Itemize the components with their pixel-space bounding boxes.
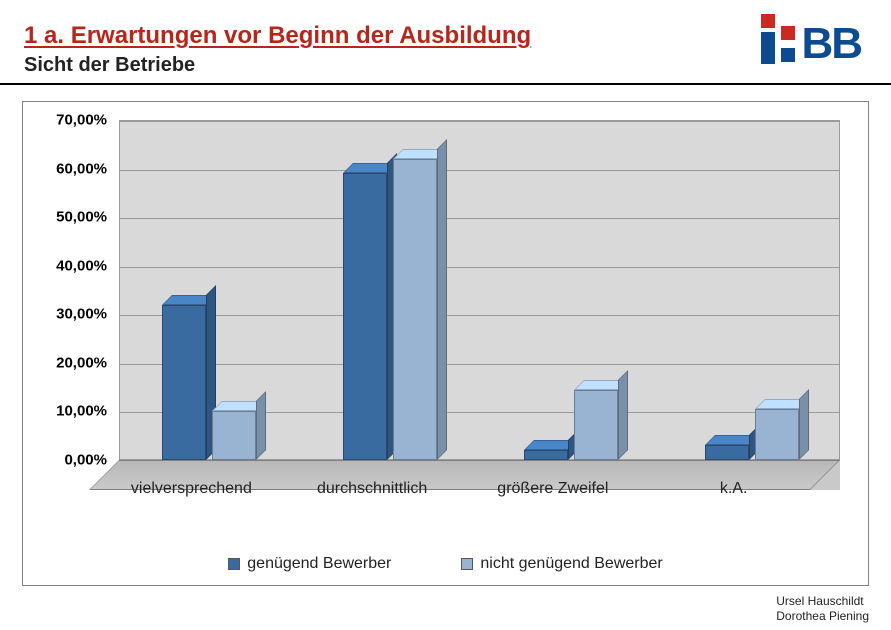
bar-side bbox=[618, 370, 628, 460]
bar-group bbox=[524, 390, 618, 460]
legend-item: genügend Bewerber bbox=[228, 555, 391, 573]
bar bbox=[574, 390, 618, 460]
bar-group bbox=[343, 159, 437, 460]
y-tick-label: 60,00% bbox=[56, 160, 107, 177]
x-tick-label: k.A. bbox=[720, 480, 748, 498]
y-tick-label: 20,00% bbox=[56, 354, 107, 371]
logo-i-stem bbox=[761, 32, 775, 64]
legend-swatch bbox=[461, 558, 473, 570]
bar bbox=[212, 411, 256, 460]
logo-colon bbox=[781, 26, 795, 62]
ibb-logo: BB bbox=[761, 14, 861, 64]
logo-colon-bottom bbox=[781, 48, 795, 62]
legend-swatch bbox=[228, 558, 240, 570]
bar bbox=[755, 409, 799, 460]
author-1: Ursel Hauschildt bbox=[776, 594, 869, 609]
bar-side bbox=[437, 139, 447, 460]
slide-subtitle: Sicht der Betriebe bbox=[24, 54, 867, 77]
author-2: Dorothea Piening bbox=[776, 609, 869, 624]
y-tick-label: 0,00% bbox=[64, 452, 107, 469]
slide-title: 1 a. Erwartungen vor Beginn der Ausbildu… bbox=[24, 22, 867, 50]
logo-i-dot bbox=[761, 14, 775, 28]
bar-side bbox=[799, 389, 809, 460]
logo-letter-i bbox=[761, 14, 775, 64]
y-tick-label: 50,00% bbox=[56, 209, 107, 226]
bar-group bbox=[705, 409, 799, 460]
chart-frame: 0,00% 10,00% 20,00% 30,00% 40,00% 50,00% 60,00… bbox=[22, 101, 869, 586]
bar bbox=[524, 450, 568, 460]
bar bbox=[705, 445, 749, 460]
chart-plot: 0,00%10,00%20,00%30,00%40,00%50,00%60,00… bbox=[119, 120, 840, 490]
y-tick-label: 30,00% bbox=[56, 306, 107, 323]
bar bbox=[343, 173, 387, 460]
legend-item: nicht genügend Bewerber bbox=[461, 555, 662, 573]
x-axis-labels: vielversprechend durchschnittlich größere … bbox=[101, 480, 858, 504]
bar-group bbox=[162, 305, 256, 460]
chart-legend: genügend Bewerber nicht genügend Bewerber bbox=[23, 555, 868, 573]
bar bbox=[393, 159, 437, 460]
y-axis: 0,00% 10,00% 20,00% 30,00% 40,00% 50,00% 60,00… bbox=[41, 120, 113, 490]
bar-front bbox=[162, 305, 206, 460]
legend-label: genügend Bewerber bbox=[247, 555, 391, 573]
y-tick-label: 70,00% bbox=[56, 112, 107, 129]
bar bbox=[162, 305, 206, 460]
y-tick-label: 10,00% bbox=[56, 403, 107, 420]
logo-text-bb: BB bbox=[801, 24, 861, 64]
bar-front bbox=[343, 173, 387, 460]
logo-colon-top bbox=[781, 26, 795, 40]
bar-front bbox=[212, 411, 256, 460]
bar-front bbox=[524, 450, 568, 460]
x-tick-label: durchschnittlich bbox=[317, 480, 427, 498]
chart-bars bbox=[119, 120, 840, 460]
slide-header: 1 a. Erwartungen vor Beginn der Ausbildu… bbox=[0, 0, 891, 85]
bar-front bbox=[705, 445, 749, 460]
y-tick-label: 40,00% bbox=[56, 257, 107, 274]
x-tick-label: vielversprechend bbox=[131, 480, 252, 498]
authors: Ursel Hauschildt Dorothea Piening bbox=[776, 594, 869, 624]
bar-front bbox=[755, 409, 799, 460]
x-tick-label: größere Zweifel bbox=[497, 480, 608, 498]
bar-side bbox=[256, 391, 266, 460]
bar-front bbox=[393, 159, 437, 460]
bar-front bbox=[574, 390, 618, 460]
legend-label: nicht genügend Bewerber bbox=[480, 555, 662, 573]
